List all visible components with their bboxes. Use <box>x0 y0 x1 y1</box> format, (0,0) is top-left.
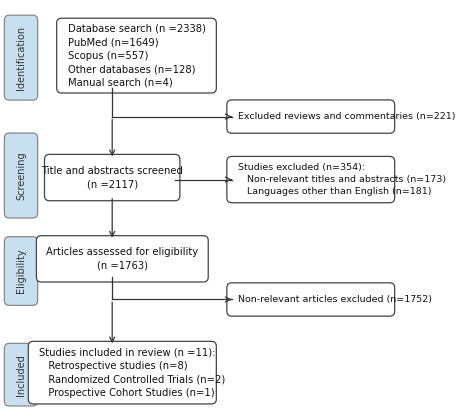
FancyBboxPatch shape <box>4 15 37 100</box>
Text: Non-relevant articles excluded (n=1752): Non-relevant articles excluded (n=1752) <box>238 295 432 304</box>
Text: Articles assessed for eligibility
(n =1763): Articles assessed for eligibility (n =17… <box>46 247 199 271</box>
FancyBboxPatch shape <box>28 342 216 404</box>
Text: Screening: Screening <box>16 151 26 200</box>
FancyBboxPatch shape <box>227 283 395 316</box>
FancyBboxPatch shape <box>227 157 395 203</box>
FancyBboxPatch shape <box>4 133 37 218</box>
Text: Studies excluded (n=354):
   Non-relevant titles and abstracts (n=173)
   Langua: Studies excluded (n=354): Non-relevant t… <box>238 163 446 196</box>
Text: Title and abstracts screened
(n =2117): Title and abstracts screened (n =2117) <box>41 166 183 190</box>
Text: Studies included in review (n =11):
   Retrospective studies (n=8)
   Randomized: Studies included in review (n =11): Retr… <box>39 347 226 398</box>
Text: Identification: Identification <box>16 26 26 90</box>
Text: Eligibility: Eligibility <box>16 249 26 293</box>
FancyBboxPatch shape <box>57 18 216 93</box>
FancyBboxPatch shape <box>4 236 37 305</box>
FancyBboxPatch shape <box>36 236 208 282</box>
Text: Included: Included <box>16 354 26 396</box>
Text: Database search (n =2338)
PubMed (n=1649)
Scopus (n=557)
Other databases (n=128): Database search (n =2338) PubMed (n=1649… <box>68 23 206 88</box>
FancyBboxPatch shape <box>45 154 180 201</box>
Text: Excluded reviews and commentaries (n=221): Excluded reviews and commentaries (n=221… <box>238 112 456 121</box>
FancyBboxPatch shape <box>4 343 37 406</box>
FancyBboxPatch shape <box>227 100 395 133</box>
